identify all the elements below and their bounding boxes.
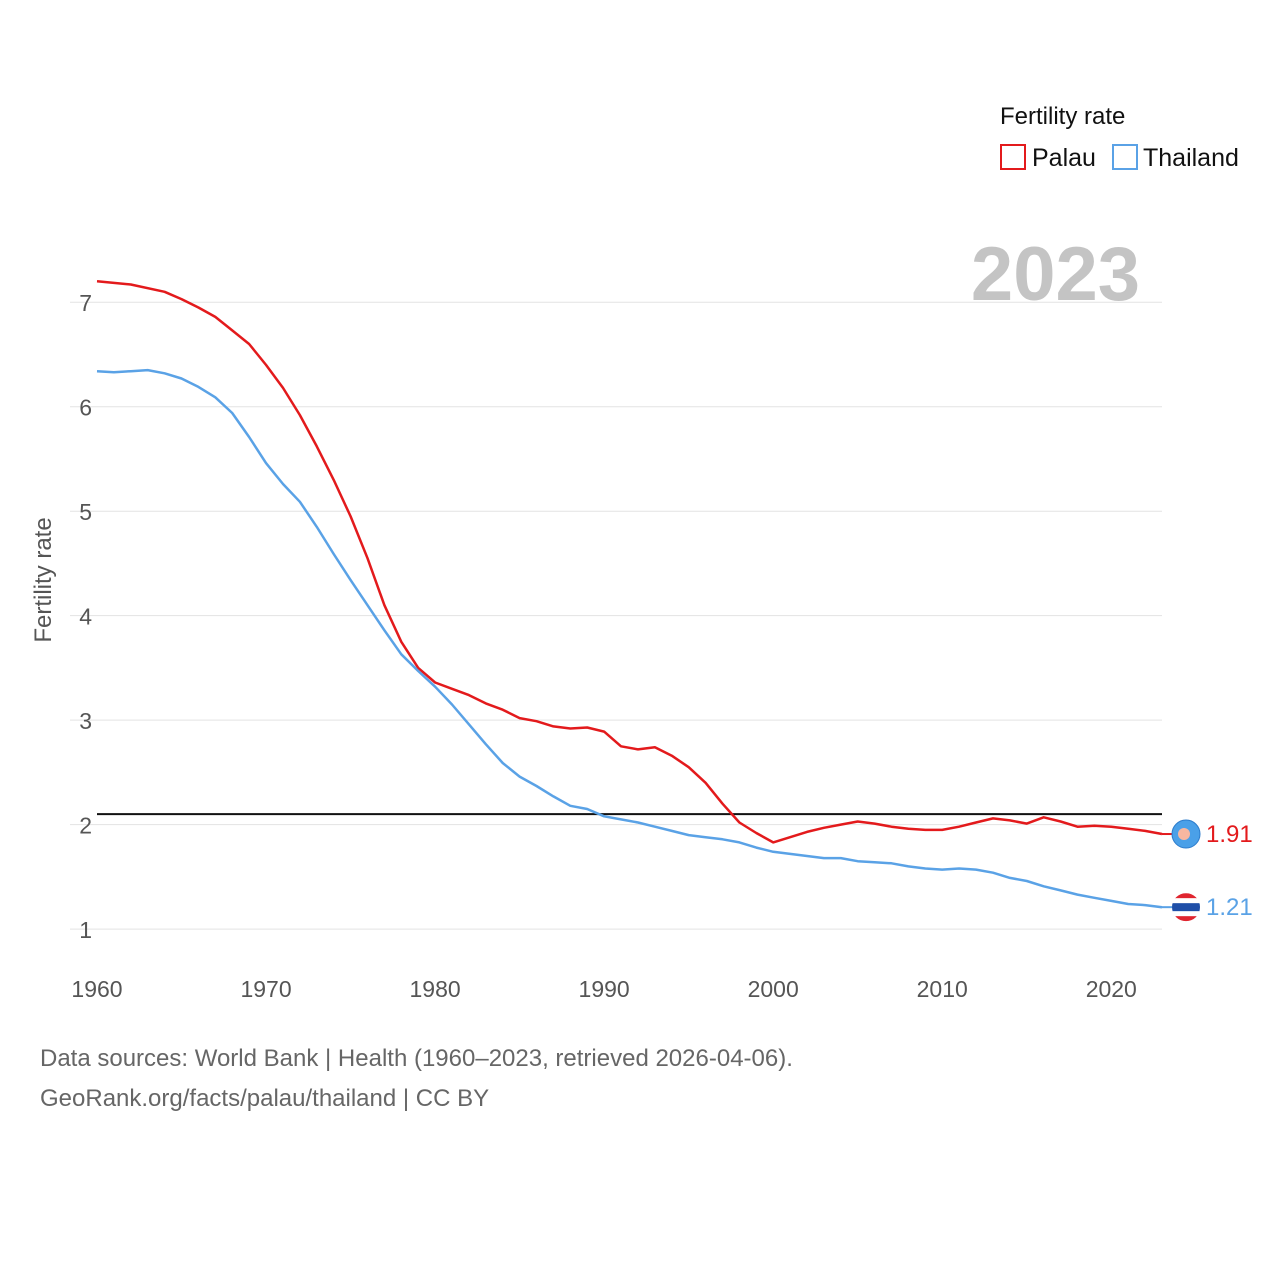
thailand-flag-stripe xyxy=(1172,911,1200,917)
legend-swatch-thailand xyxy=(1112,144,1138,170)
y-tick-label: 4 xyxy=(79,604,92,630)
x-axis-ticks: 1960 1970 1980 1990 2000 2010 2020 xyxy=(71,976,1136,1002)
thailand-flag-stripe xyxy=(1172,916,1200,922)
series-end-markers xyxy=(1171,819,1201,922)
legend-swatch-palau xyxy=(1000,144,1026,170)
y-tick-label: 2 xyxy=(79,813,92,839)
x-tick-label: 1980 xyxy=(410,976,461,1002)
y-tick-label: 6 xyxy=(79,395,92,421)
x-tick-label: 2000 xyxy=(748,976,799,1002)
x-tick-label: 2020 xyxy=(1086,976,1137,1002)
thailand-flag-stripe xyxy=(1172,898,1200,904)
legend: Fertility rate Palau Thailand xyxy=(1000,103,1239,172)
end-label-palau: 1.91 xyxy=(1206,821,1253,848)
y-tick-label: 1 xyxy=(79,917,92,943)
thailand-flag-stripe xyxy=(1172,903,1200,912)
attribution-link[interactable]: GeoRank.org/facts/palau/thailand | CC BY xyxy=(40,1085,490,1112)
thailand-flag-marker xyxy=(1172,893,1200,922)
x-tick-label: 1960 xyxy=(71,976,122,1002)
end-label-thailand: 1.21 xyxy=(1206,894,1253,921)
data-sources-note: Data sources: World Bank | Health (1960–… xyxy=(40,1045,793,1072)
series-lines xyxy=(96,280,1172,909)
y-axis-ticks: 1 2 3 4 5 6 7 xyxy=(79,290,92,943)
legend-label-palau: Palau xyxy=(1032,144,1096,172)
palau-flag-marker xyxy=(1171,819,1201,849)
legend-title: Fertility rate xyxy=(1000,103,1125,130)
x-tick-label: 2010 xyxy=(917,976,968,1002)
y-tick-label: 7 xyxy=(79,290,92,316)
y-tick-label: 5 xyxy=(79,499,92,525)
y-axis-label: Fertility rate xyxy=(30,517,57,642)
x-tick-label: 1970 xyxy=(240,976,291,1002)
palau-flag-disc xyxy=(1178,828,1190,841)
y-tick-label: 3 xyxy=(79,708,92,734)
thailand-flag-stripe xyxy=(1172,893,1200,899)
series-line-thailand xyxy=(96,368,1163,909)
x-tick-label: 1990 xyxy=(579,976,630,1002)
legend-label-thailand: Thailand xyxy=(1143,144,1239,172)
series-line-palau xyxy=(96,280,1163,844)
gridlines xyxy=(70,301,1162,930)
current-year-label: 2023 xyxy=(971,232,1140,317)
